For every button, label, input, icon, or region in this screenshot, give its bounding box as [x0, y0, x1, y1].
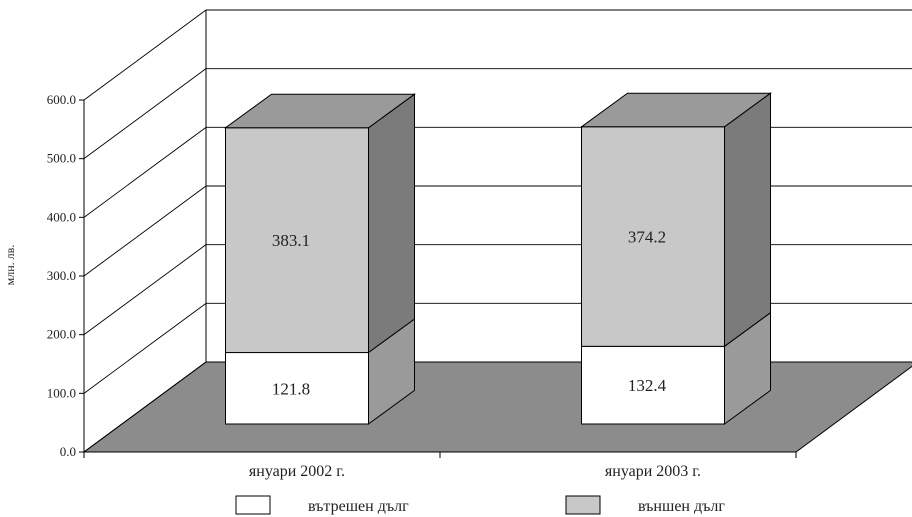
gridline-side — [83, 9, 207, 101]
legend-swatch — [235, 495, 271, 515]
bar — [225, 352, 369, 425]
chart-floor — [82, 361, 912, 453]
y-axis-label: млн. лв. — [3, 245, 17, 286]
gridline-side — [83, 126, 207, 218]
y-tick-label: 400.0 — [47, 209, 76, 224]
bars — [223, 92, 773, 425]
bar-side — [724, 92, 771, 348]
y-tick-label: 0.0 — [60, 444, 76, 459]
floor-plane — [82, 361, 912, 453]
y-tick-label: 300.0 — [47, 268, 76, 283]
bar-top — [223, 93, 417, 129]
bar-top — [579, 92, 773, 128]
gridline-side — [83, 68, 207, 160]
legend-swatch — [565, 495, 601, 515]
data-label: 374.2 — [628, 228, 666, 247]
bar — [581, 126, 725, 347]
y-tick-label: 600.0 — [47, 92, 76, 107]
gridline-side — [83, 185, 207, 277]
y-tick-label: 100.0 — [47, 385, 76, 400]
y-tick-label: 200.0 — [47, 327, 76, 342]
x-tick-label: януари 2003 г. — [605, 463, 701, 480]
gridline-side — [83, 302, 207, 394]
data-label: 132.4 — [628, 376, 667, 395]
bar — [225, 127, 369, 354]
bar — [581, 345, 725, 425]
legend: вътрешен дълг външен дълг — [235, 495, 725, 515]
bar-side — [368, 93, 415, 354]
y-axis: 0.0 100.0 200.0 300.0 400.0 500.0 600.0 — [47, 92, 85, 459]
data-label: 121.8 — [272, 379, 310, 398]
gridline-side — [83, 361, 207, 453]
x-axis: януари 2002 г. януари 2003 г. — [83, 451, 797, 480]
value-labels: 121.8 383.1 132.4 374.2 — [272, 228, 667, 399]
y-tick-label: 500.0 — [47, 151, 76, 166]
x-tick-label: януари 2002 г. — [249, 463, 345, 480]
legend-label: вътрешен дълг — [308, 498, 409, 515]
data-label: 383.1 — [272, 231, 310, 250]
gridline-side — [83, 244, 207, 336]
legend-label: външен дълг — [638, 498, 725, 515]
